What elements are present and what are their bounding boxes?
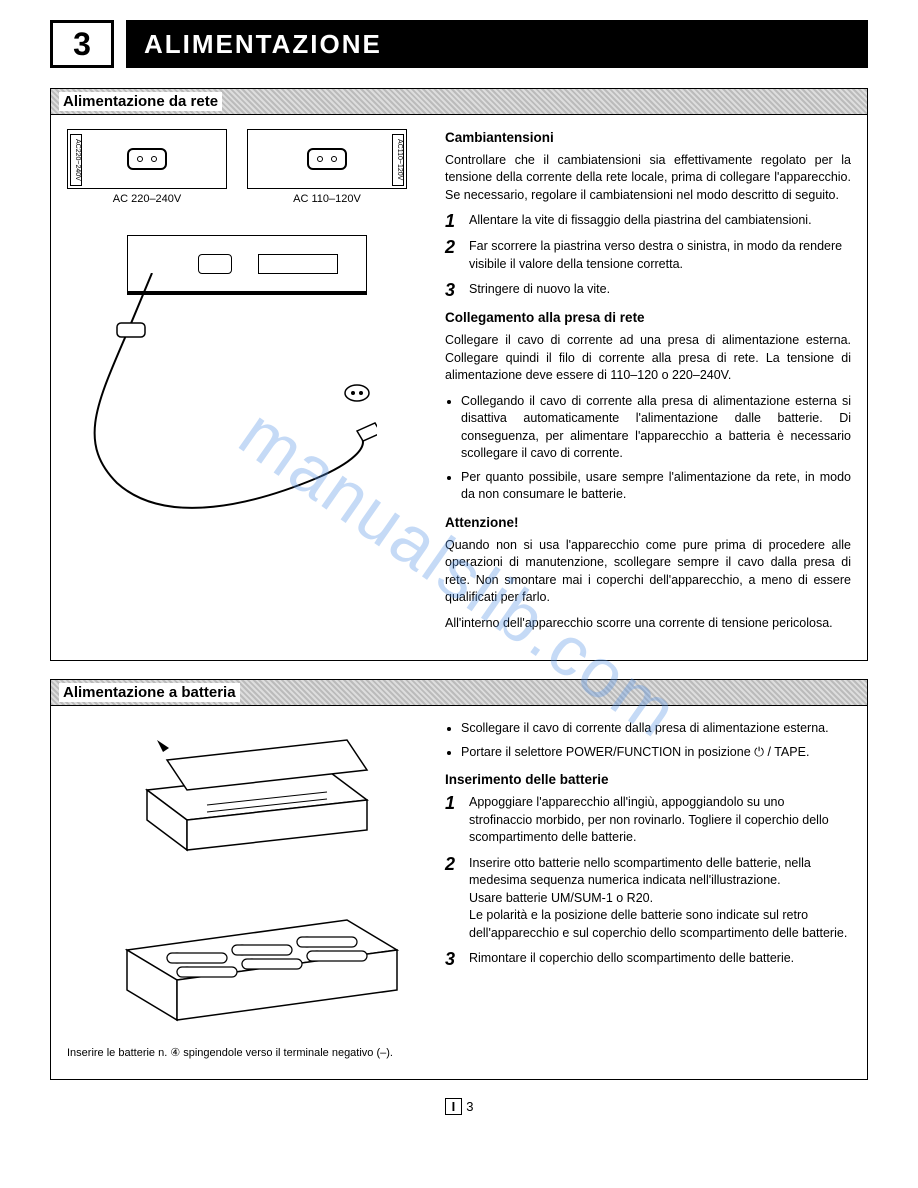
step-a-1: 1Allentare la vite di fissaggio della pi…: [445, 212, 851, 230]
voltage-panel-110: AC110~120V: [247, 129, 407, 189]
section2-header: Alimentazione a batteria: [51, 680, 867, 706]
para-attenzione2: All'interno dell'apparecchio scorre una …: [445, 615, 851, 633]
step-a-3: 3Stringere di nuovo la vite.: [445, 281, 851, 299]
voltage-caption-220: AC 220–240V: [67, 193, 227, 205]
battery-insert-diagram: [67, 880, 427, 1040]
footer-page-number: 3: [466, 1099, 473, 1114]
bullets-collegamento: Collegando il cavo di corrente alla pres…: [445, 393, 851, 504]
bullets-battery-top: Scollegare il cavo di corrente dalla pre…: [445, 720, 851, 761]
step-b-1: 1Appoggiare l'apparecchio all'ingiù, app…: [445, 794, 851, 847]
para-attenzione1: Quando non si usa l'apparecchio come pur…: [445, 537, 851, 607]
voltage-selector-diagram: AC220~240V AC 220–240V AC110~120V AC 110…: [67, 129, 427, 205]
footer-lang: I: [445, 1098, 463, 1115]
heading-attenzione: Attenzione!: [445, 514, 851, 533]
section1-text: Cambiantensioni Controllare che il cambi…: [445, 129, 851, 640]
heading-inserimento: Inserimento delle batterie: [445, 771, 851, 790]
section1-header: Alimentazione da rete: [51, 89, 867, 115]
section1-diagrams: AC220~240V AC 220–240V AC110~120V AC 110…: [67, 129, 427, 640]
power-cord-diagram: [67, 235, 427, 535]
battery-caption: Inserire le batterie n. ④ spingendole ve…: [67, 1046, 427, 1059]
heading-cambiatensioni: Cambiantensioni: [445, 129, 851, 148]
step-a-2: 2Far scorrere la piastrina verso destra …: [445, 238, 851, 273]
heading-collegamento: Collegamento alla presa di rete: [445, 309, 851, 328]
section2-text: Scollegare il cavo di corrente dalla pre…: [445, 720, 851, 1059]
step-b-2: 2Inserire otto batterie nello scompartim…: [445, 855, 851, 943]
para-collegamento: Collegare il cavo di corrente ad una pre…: [445, 332, 851, 385]
section-alimentazione-rete: Alimentazione da rete AC220~240V AC 220–…: [50, 88, 868, 661]
battery-cover-diagram: [67, 720, 427, 860]
section-alimentazione-batteria: Alimentazione a batteria: [50, 679, 868, 1080]
chapter-number-box: 3: [50, 20, 114, 68]
chapter-title: ALIMENTAZIONE: [126, 20, 868, 68]
page-footer: I3: [50, 1098, 868, 1115]
section2-diagrams: Inserire le batterie n. ④ spingendole ve…: [67, 720, 427, 1059]
voltage-panel-220: AC220~240V: [67, 129, 227, 189]
voltage-caption-110: AC 110–120V: [247, 193, 407, 205]
chapter-header: 3 ALIMENTAZIONE: [50, 20, 868, 68]
step-b-3: 3Rimontare il coperchio dello scompartim…: [445, 950, 851, 968]
para-cambiatensioni: Controllare che il cambiatensioni sia ef…: [445, 152, 851, 205]
